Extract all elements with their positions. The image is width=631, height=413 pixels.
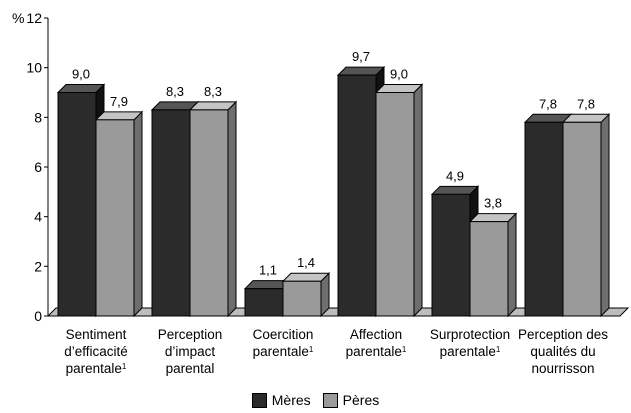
category-label-line: d’impact: [164, 344, 216, 359]
bar-Pères-5: [562, 121, 602, 317]
category-label-line: qualités du: [530, 344, 596, 359]
y-tick-label-4: 4: [34, 209, 42, 225]
category-label-line: Sentiment: [65, 327, 127, 342]
legend-item-meres: Mères: [251, 392, 311, 408]
bar-Pères-4: [469, 221, 509, 317]
bar-top-Pères-4: [468, 213, 518, 223]
bar-Mères-4: [431, 193, 471, 317]
category-label-4: Surprotection parentale1: [410, 326, 530, 360]
category-label-line: parentale1: [439, 344, 501, 359]
category-label-line: Coercition: [252, 327, 314, 342]
bar-side-Pères-5: [600, 113, 610, 318]
bar-Mères-0: [57, 92, 97, 317]
bar-top-Pères-5: [561, 113, 611, 123]
category-label-line: parental: [165, 361, 215, 376]
category-label-line: parentale1: [252, 344, 314, 359]
y-tick-label-12: 12: [26, 10, 42, 26]
footnote-marker: 1: [495, 345, 501, 354]
bar-Mères-1: [151, 109, 191, 317]
data-label-Pères-2: 1,4: [297, 255, 315, 270]
data-label-Mères-0: 9,0: [72, 67, 90, 82]
category-label-line: nourrisson: [531, 361, 595, 376]
bar-side-Pères-3: [413, 83, 423, 318]
data-label-Mères-3: 9,7: [352, 49, 370, 64]
category-label-line: Surprotection: [429, 327, 511, 342]
category-label-line: parentale1: [345, 344, 407, 359]
bar-Mères-2: [244, 288, 284, 317]
category-label-line: parentale1: [65, 361, 127, 376]
bar-Pères-2: [282, 280, 322, 317]
bar-top-Mères-3: [336, 66, 386, 76]
data-label-Pères-5: 7,8: [577, 96, 595, 111]
data-label-Mères-5: 7,8: [539, 96, 557, 111]
bar-top-Pères-2: [281, 272, 331, 282]
footnote-marker: 1: [121, 362, 127, 371]
category-label-1: Perception d’impact parental: [130, 326, 250, 377]
bar-top-Mères-4: [430, 185, 480, 195]
category-label-2: Coercition parentale1: [223, 326, 343, 360]
legend-label-peres: Pères: [342, 392, 380, 408]
bar-top-Mères-0: [56, 84, 106, 93]
bar-Pères-1: [189, 109, 229, 317]
category-label-5: Perception des qualités du nourrisson: [503, 326, 623, 377]
y-tick-label-0: 0: [34, 308, 42, 324]
y-unit-label: %: [12, 10, 24, 26]
data-label-Pères-0: 7,9: [110, 94, 128, 109]
data-label-Pères-3: 9,0: [390, 67, 408, 82]
bar-Pères-0: [95, 119, 135, 317]
category-label-line: Perception des: [517, 327, 609, 342]
category-label-0: Sentiment d’efficacité parentale1: [36, 326, 156, 377]
category-label-3: Affection parentale1: [316, 326, 436, 360]
bar-top-Pères-0: [94, 111, 144, 121]
category-label-line: Perception: [157, 327, 223, 342]
bar-Mères-3: [337, 74, 377, 317]
data-label-Mères-1: 8,3: [166, 84, 184, 99]
data-label-Mères-2: 1,1: [259, 263, 277, 278]
y-tick-label-6: 6: [34, 159, 42, 175]
legend-swatch-peres: [322, 392, 338, 408]
bar-Pères-3: [375, 92, 415, 317]
category-label-line: Affection: [349, 327, 403, 342]
bar-side-Pères-1: [227, 100, 237, 318]
y-tick-label-8: 8: [34, 109, 42, 125]
footnote-marker: 1: [308, 345, 314, 354]
data-label-Pères-4: 3,8: [484, 196, 502, 211]
legend-item-peres: Pères: [322, 392, 380, 408]
bar-Mères-5: [524, 121, 564, 317]
bar-top-Pères-3: [374, 84, 424, 93]
data-label-Pères-1: 8,3: [204, 84, 222, 99]
bar-side-Pères-4: [507, 212, 517, 318]
legend-swatch-meres: [251, 392, 267, 408]
data-label-Mères-4: 4,9: [446, 168, 464, 183]
legend: Mères Pères: [0, 392, 631, 408]
bar-top-Pères-1: [188, 101, 238, 111]
category-label-line: d’efficacité: [64, 344, 128, 359]
y-tick-label-10: 10: [26, 60, 42, 76]
bar-side-Pères-0: [133, 110, 143, 318]
legend-label-meres: Mères: [271, 392, 311, 408]
y-tick-label-2: 2: [34, 258, 42, 274]
footnote-marker: 1: [401, 345, 407, 354]
